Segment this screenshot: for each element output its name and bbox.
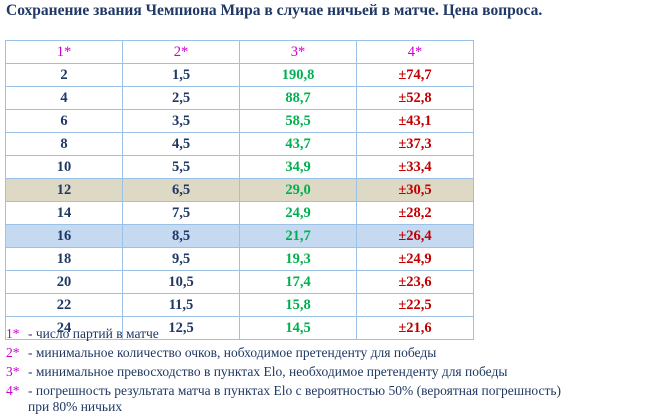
footnote-line: - минимальное превосходство в пунктах El… bbox=[28, 364, 508, 379]
table-row: 16 8,5 21,7 ±26,4 bbox=[5, 224, 474, 248]
table-cell: 2 bbox=[5, 63, 123, 87]
table-cell: 21,7 bbox=[239, 224, 357, 248]
table-cell: 2,5 bbox=[122, 86, 240, 110]
table-row: 6 3,5 58,5 ±43,1 bbox=[5, 109, 474, 133]
table-row: 8 4,5 43,7 ±37,3 bbox=[5, 132, 474, 156]
footnote: 1* - число партий в матче bbox=[6, 324, 561, 343]
footnote-text: - число партий в матче bbox=[28, 324, 159, 343]
table-cell: 190,8 bbox=[239, 63, 357, 87]
table-cell: ±23,6 bbox=[356, 270, 474, 294]
table-cell: 22 bbox=[5, 293, 123, 317]
footnote: 2* - минимальное количество очков, нобход… bbox=[6, 343, 561, 362]
table-cell: ±37,3 bbox=[356, 132, 474, 156]
table-cell: 19,3 bbox=[239, 247, 357, 271]
table-cell: 58,5 bbox=[239, 109, 357, 133]
title: Сохранение звания Чемпиона Мира в случае… bbox=[6, 2, 543, 19]
table-cell: 18 bbox=[5, 247, 123, 271]
table-cell: 20 bbox=[5, 270, 123, 294]
table-cell: 12 bbox=[5, 178, 123, 202]
table-cell: 43,7 bbox=[239, 132, 357, 156]
table-cell: 7,5 bbox=[122, 201, 240, 225]
table-cell: ±21,6 bbox=[356, 316, 474, 340]
header-cell: 3* bbox=[239, 40, 357, 64]
table-cell: 88,7 bbox=[239, 86, 357, 110]
header-cell: 4* bbox=[356, 40, 474, 64]
footnotes: 1* - число партий в матче 2* - минимальное … bbox=[6, 324, 561, 414]
footnote-marker: 1* bbox=[6, 326, 20, 341]
table-row: 22 11,5 15,8 ±22,5 bbox=[5, 293, 474, 317]
footnote-line: - минимальное количество очков, нобходим… bbox=[28, 345, 437, 360]
table-row: 4 2,5 88,7 ±52,8 bbox=[5, 86, 474, 110]
table-cell: 14 bbox=[5, 201, 123, 225]
footnote-text: - погрешность результата матча в пунктах… bbox=[28, 381, 561, 414]
table-cell: 3,5 bbox=[122, 109, 240, 133]
table-cell: 9,5 bbox=[122, 247, 240, 271]
table-row: 10 5,5 34,9 ±33,4 bbox=[5, 155, 474, 179]
table-cell: ±24,9 bbox=[356, 247, 474, 271]
table-cell: ±52,8 bbox=[356, 86, 474, 110]
table-cell: 10 bbox=[5, 155, 123, 179]
table-cell: 4 bbox=[5, 86, 123, 110]
table-cell: ±26,4 bbox=[356, 224, 474, 248]
footnote-marker: 2* bbox=[6, 345, 20, 360]
table-row: 24 12,5 14,5 ±21,6 bbox=[5, 316, 474, 340]
header-row: 1* 2* 3* 4* bbox=[5, 40, 474, 64]
footnote: 4* - погрешность результата матча в пункт… bbox=[6, 381, 561, 414]
footnote-marker: 4* bbox=[6, 383, 20, 398]
table: 1* 2* 3* 4* 2 1,5 190,8 ±74,7 4 2,5 88,7 ±52,8 6 3,5 5… bbox=[5, 40, 474, 340]
table-cell: 24,9 bbox=[239, 201, 357, 225]
footnote-text: - минимальное количество очков, нобходим… bbox=[28, 343, 436, 362]
table-cell: 34,9 bbox=[239, 155, 357, 179]
table-cell: 24 bbox=[5, 316, 123, 340]
table-cell: ±74,7 bbox=[356, 63, 474, 87]
table-row: 18 9,5 19,3 ±24,9 bbox=[5, 247, 474, 271]
footnote-marker: 3* bbox=[6, 364, 20, 379]
header-cell: 1* bbox=[5, 40, 123, 64]
table-cell: 6,5 bbox=[122, 178, 240, 202]
table-cell: 6 bbox=[5, 109, 123, 133]
footnote-line: - число партий в матче bbox=[28, 326, 159, 341]
table-cell: 4,5 bbox=[122, 132, 240, 156]
table-cell: 8 bbox=[5, 132, 123, 156]
table-cell: 11,5 bbox=[122, 293, 240, 317]
table-row: 12 6,5 29,0 ±30,5 bbox=[5, 178, 474, 202]
table-cell: 16 bbox=[5, 224, 123, 248]
table-cell: ±30,5 bbox=[356, 178, 474, 202]
table-row: 14 7,5 24,9 ±28,2 bbox=[5, 201, 474, 225]
table-row: 2 1,5 190,8 ±74,7 bbox=[5, 63, 474, 87]
table-cell: 1,5 bbox=[122, 63, 240, 87]
footnote-text: - минимальное превосходство в пунктах El… bbox=[28, 362, 507, 381]
table-cell: ±22,5 bbox=[356, 293, 474, 317]
table-cell: 10,5 bbox=[122, 270, 240, 294]
table-cell: ±28,2 bbox=[356, 201, 474, 225]
table-cell: 17,4 bbox=[239, 270, 357, 294]
table-cell: 8,5 bbox=[122, 224, 240, 248]
header-cell: 2* bbox=[122, 40, 240, 64]
footnote-line: при 80% ничьих bbox=[28, 399, 123, 414]
footnote: 3* - минимальное превосходство в пунктах … bbox=[6, 362, 561, 381]
table-cell: 29,0 bbox=[239, 178, 357, 202]
table-cell: 15,8 bbox=[239, 293, 357, 317]
table-cell: 12,5 bbox=[122, 316, 240, 340]
table-cell: ±33,4 bbox=[356, 155, 474, 179]
footnote-line: - погрешность результата матча в пунктах… bbox=[28, 383, 562, 398]
table-cell: ±43,1 bbox=[356, 109, 474, 133]
table-cell: 5,5 bbox=[122, 155, 240, 179]
table-row: 20 10,5 17,4 ±23,6 bbox=[5, 270, 474, 294]
